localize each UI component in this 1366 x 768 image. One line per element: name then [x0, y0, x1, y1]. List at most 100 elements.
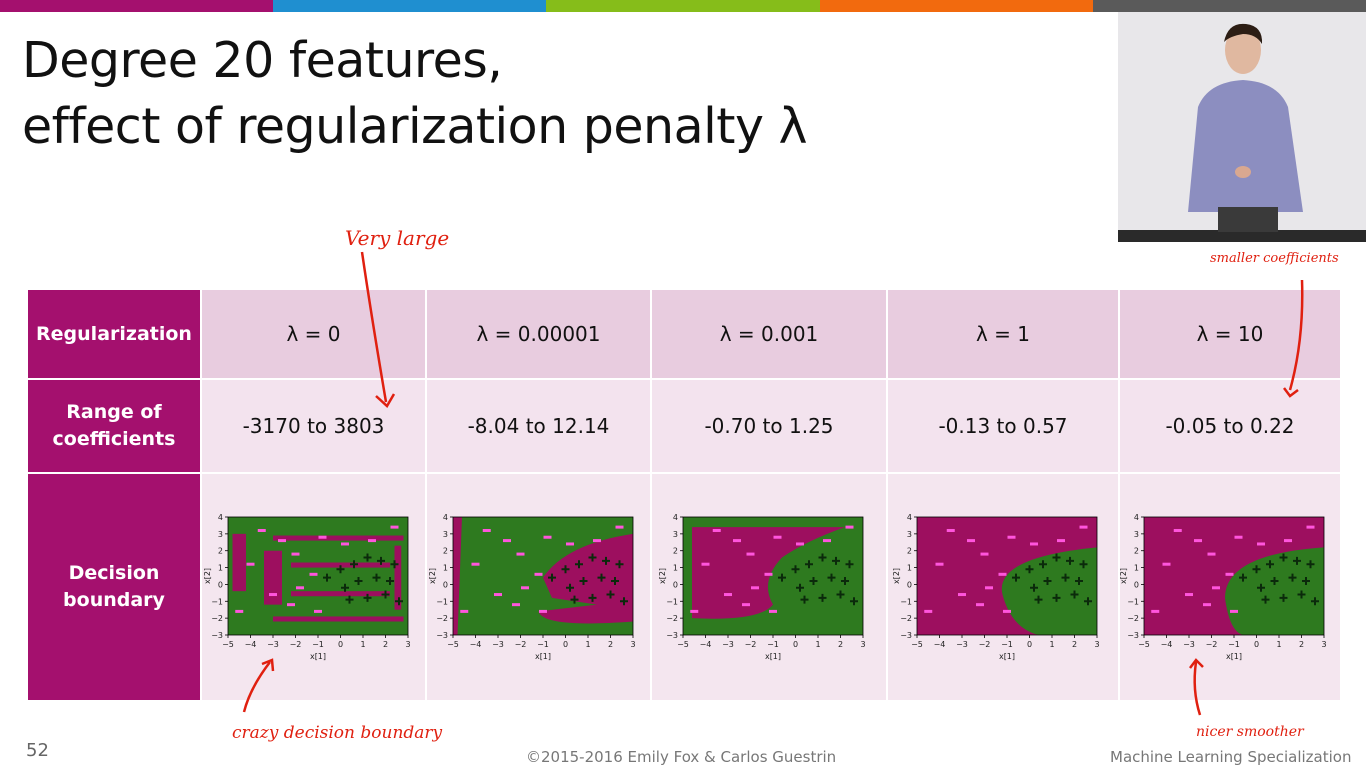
- y-axis-label: x[2]: [428, 568, 437, 584]
- x-tick-label: 1: [1276, 640, 1281, 649]
- plot-regions: [1144, 517, 1324, 635]
- negative-point: [313, 609, 322, 613]
- negative-point: [516, 552, 524, 556]
- positive-point: [1270, 577, 1279, 586]
- y-tick-label: −1: [436, 597, 448, 606]
- row-header-regularization: Regularization: [28, 290, 202, 378]
- x-tick-label: −4: [934, 640, 946, 649]
- y-tick-label: 2: [673, 547, 678, 556]
- boundary-row: Decision boundary −5 −4 −3 −2 −1 0 1 2 3 4 3 2 1 0 −1 −…: [28, 474, 1342, 700]
- x-tick-label: −5: [1138, 640, 1150, 649]
- row-header-boundary: Decision boundary: [28, 474, 202, 700]
- negative-point: [615, 525, 623, 529]
- negative-point: [1151, 609, 1160, 613]
- negative-point: [1173, 528, 1182, 532]
- x-tick-label: 3: [1094, 640, 1099, 649]
- positive-point: [778, 573, 786, 582]
- negative-point: [946, 528, 955, 532]
- y-tick-label: −1: [211, 597, 223, 606]
- y-tick-label: 4: [1134, 513, 1139, 522]
- page-number: 52: [26, 740, 49, 761]
- title-line-1: Degree 20 features,: [22, 32, 503, 89]
- negative-point: [1225, 572, 1234, 576]
- positive-point: [1061, 573, 1070, 582]
- y-tick-label: −3: [1127, 631, 1139, 640]
- bar-green: [546, 0, 820, 12]
- positive-point: [345, 595, 353, 604]
- negative-point: [1194, 539, 1202, 543]
- x-tick-label: 3: [405, 640, 410, 649]
- negative-region: [232, 533, 246, 592]
- positive-point: [570, 595, 578, 604]
- negative-point: [291, 552, 299, 556]
- positive-point: [836, 590, 845, 599]
- annotation-very-large: Very large: [345, 226, 449, 250]
- negative-point: [1007, 535, 1016, 539]
- y-tick-label: −3: [900, 631, 912, 640]
- positive-point: [1052, 593, 1061, 602]
- positive-point: [1039, 560, 1047, 569]
- y-tick-label: 0: [217, 580, 222, 589]
- positive-point: [805, 560, 813, 569]
- y-tick-label: 4: [442, 513, 447, 522]
- x-tick-label: 2: [607, 640, 612, 649]
- negative-point: [234, 609, 243, 613]
- positive-point: [561, 565, 569, 574]
- negative-point: [1230, 609, 1238, 613]
- positive-point: [818, 593, 827, 602]
- negative-point: [309, 572, 317, 576]
- x-tick-label: 2: [1299, 640, 1304, 649]
- y-tick-label: 2: [907, 547, 912, 556]
- positive-point: [850, 597, 858, 606]
- positive-point: [1297, 590, 1306, 599]
- x-tick-label: −1: [1228, 640, 1240, 649]
- y-tick-label: −2: [211, 614, 223, 623]
- x-tick-label: −5: [677, 640, 689, 649]
- positive-point: [394, 597, 403, 606]
- annotation-crazy: crazy decision boundary: [232, 723, 443, 743]
- negative-point: [823, 539, 831, 543]
- lambda-cell: λ = 0.00001: [427, 290, 652, 378]
- lambda-cell: λ = 0: [202, 290, 427, 378]
- y-tick-label: −2: [436, 614, 448, 623]
- y-axis-label: x[2]: [203, 568, 212, 584]
- negative-point: [724, 593, 732, 597]
- x-tick-label: 0: [793, 640, 798, 649]
- negative-point: [286, 603, 295, 607]
- positive-point: [547, 573, 556, 582]
- x-tick-label: 0: [1027, 640, 1032, 649]
- y-tick-label: 4: [673, 513, 678, 522]
- y-tick-label: −1: [900, 597, 912, 606]
- negative-region: [263, 550, 282, 605]
- positive-point: [615, 560, 623, 569]
- positive-point: [1252, 565, 1261, 574]
- x-tick-label: 1: [585, 640, 590, 649]
- x-tick-label: −2: [1206, 640, 1218, 649]
- range-row: Range of coefficients -3170 to 3803 -8.0…: [28, 380, 1342, 472]
- x-axis-label: x[1]: [1226, 652, 1242, 661]
- negative-point: [958, 593, 966, 597]
- negative-point: [1306, 525, 1315, 529]
- negative-region: [290, 562, 390, 568]
- positive-point: [606, 590, 614, 599]
- positive-point: [340, 583, 349, 592]
- y-tick-label: 0: [673, 580, 678, 589]
- positive-point: [610, 577, 619, 586]
- negative-point: [769, 609, 777, 613]
- plot-regions: [917, 517, 1097, 635]
- negative-point: [459, 609, 468, 613]
- negative-point: [1030, 542, 1038, 546]
- negative-point: [967, 539, 975, 543]
- negative-point: [701, 562, 710, 566]
- positive-point: [1293, 556, 1301, 565]
- negative-point: [502, 539, 511, 543]
- positive-point: [1012, 573, 1020, 582]
- negative-point: [796, 542, 804, 546]
- x-tick-label: 2: [1072, 640, 1077, 649]
- positive-point: [1084, 597, 1092, 606]
- positive-point: [841, 577, 849, 586]
- x-tick-label: −5: [222, 640, 234, 649]
- top-color-bar: [0, 0, 1366, 12]
- x-tick-label: −3: [956, 640, 968, 649]
- positive-point: [1030, 583, 1038, 592]
